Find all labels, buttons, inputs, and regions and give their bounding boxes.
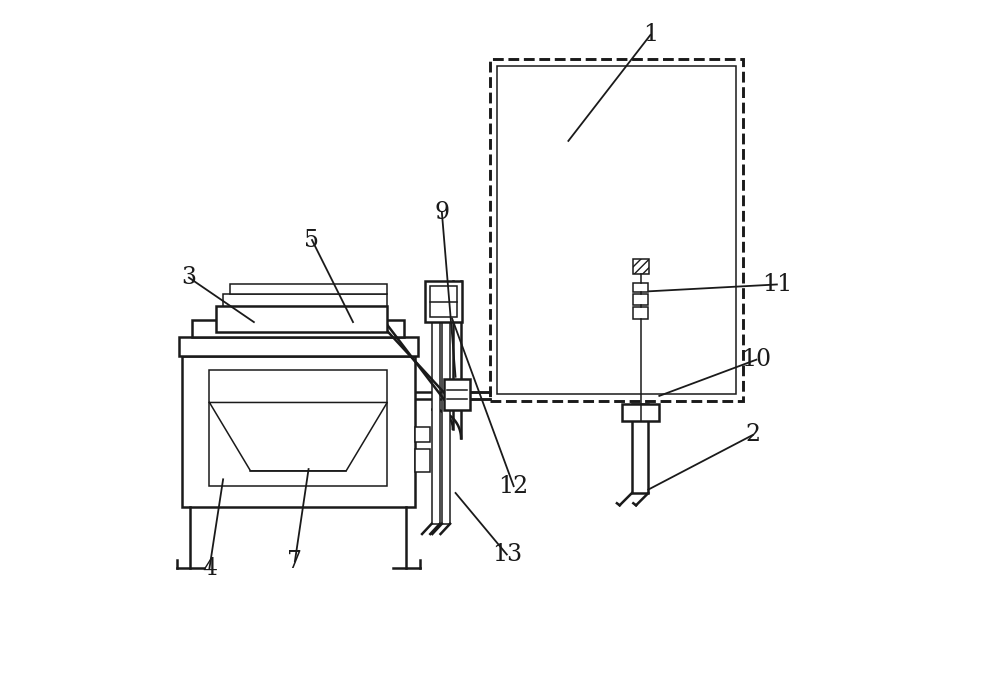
Bar bbox=[182, 356, 415, 507]
Bar bbox=[632, 404, 648, 493]
Bar bbox=[444, 379, 470, 410]
Bar bbox=[179, 337, 418, 356]
Text: 13: 13 bbox=[492, 543, 522, 566]
Text: 7: 7 bbox=[287, 550, 302, 573]
Text: 12: 12 bbox=[499, 475, 529, 498]
Bar bbox=[490, 59, 743, 401]
Bar bbox=[432, 322, 440, 524]
Text: 3: 3 bbox=[181, 266, 196, 289]
Bar bbox=[633, 283, 648, 292]
Bar bbox=[209, 370, 387, 486]
Bar bbox=[633, 307, 648, 318]
Text: 1: 1 bbox=[643, 24, 658, 46]
Bar bbox=[415, 427, 430, 441]
Bar bbox=[633, 294, 648, 305]
Bar bbox=[430, 286, 457, 318]
Bar bbox=[216, 307, 387, 332]
Bar bbox=[425, 281, 462, 322]
Bar bbox=[442, 322, 450, 524]
Text: 11: 11 bbox=[762, 273, 792, 296]
Text: 9: 9 bbox=[434, 201, 449, 224]
Bar bbox=[497, 66, 736, 394]
Bar bbox=[223, 294, 387, 307]
Bar bbox=[192, 320, 404, 337]
Bar bbox=[633, 260, 649, 274]
Text: 4: 4 bbox=[202, 556, 217, 580]
Text: 2: 2 bbox=[745, 424, 761, 446]
Bar bbox=[230, 284, 387, 294]
Bar bbox=[415, 448, 430, 473]
Text: 5: 5 bbox=[304, 228, 319, 251]
Bar bbox=[622, 404, 659, 421]
Text: 10: 10 bbox=[741, 348, 771, 371]
